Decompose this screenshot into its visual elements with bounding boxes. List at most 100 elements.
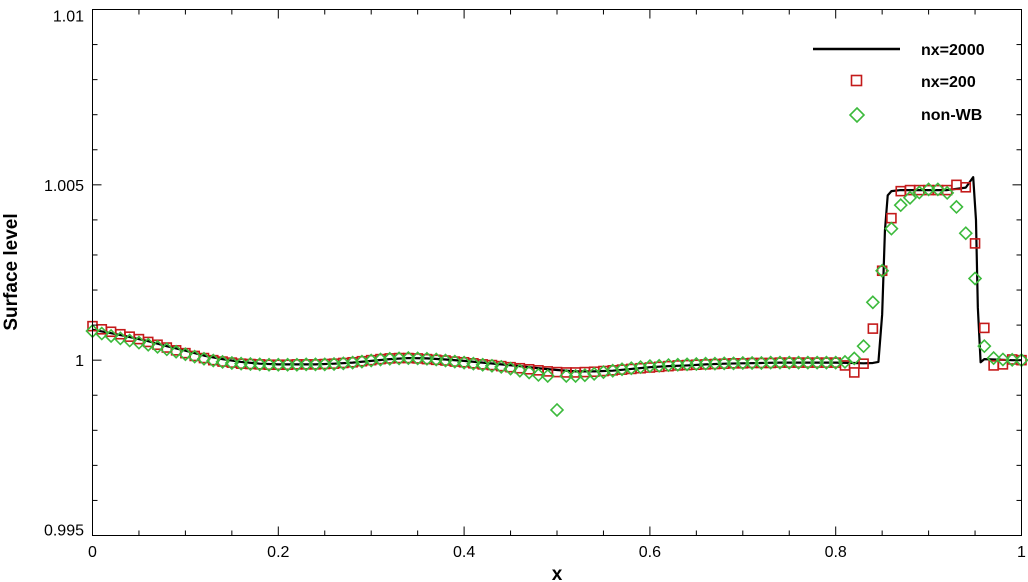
x-tick-label: 1 — [1017, 544, 1026, 561]
diamond-marker — [401, 350, 416, 366]
axis-ticks: 0 0.2 0.4 0.6 0.8 1 0.995 1 1.005 1.01 — [44, 9, 1026, 562]
diamond-marker — [159, 342, 174, 357]
diamond-marker — [698, 356, 713, 371]
square-marker — [867, 323, 879, 334]
y-tick-label: 0.995 — [44, 523, 84, 540]
diamond-marker — [1005, 352, 1020, 367]
diamond-marker — [958, 226, 973, 241]
diamond-marker — [986, 350, 1001, 366]
diamond-marker — [187, 349, 202, 364]
diamond-marker — [224, 355, 239, 371]
diamond-marker — [271, 357, 286, 372]
diamond-marker — [438, 353, 453, 368]
square-marker — [979, 322, 990, 334]
square-marker — [988, 360, 999, 371]
diamond-marker — [261, 357, 277, 372]
diamond-marker — [772, 355, 788, 370]
diamond-marker — [856, 339, 871, 354]
y-tick-label: 1.005 — [44, 178, 84, 195]
x-axis-title: x — [552, 564, 563, 582]
diamond-marker — [484, 358, 500, 373]
diamond-marker — [168, 344, 184, 359]
x-tick-label: 0.4 — [453, 544, 475, 561]
diamond-marker — [410, 351, 425, 366]
diamond-marker — [800, 355, 815, 370]
diamond-marker — [475, 357, 490, 372]
diamond-marker — [540, 368, 555, 384]
diamond-marker — [150, 339, 165, 354]
series-line-1 — [92, 176, 1022, 373]
diamond-marker — [865, 295, 880, 310]
diamond-marker — [122, 333, 137, 348]
legend-swatch-diamond — [848, 106, 866, 124]
diamond-marker — [809, 355, 825, 370]
diamond-marker — [196, 351, 212, 366]
diamond-marker — [940, 185, 955, 201]
x-tick-label: 0.2 — [267, 544, 289, 561]
diamond-marker — [243, 356, 258, 372]
diamond-marker — [791, 355, 806, 370]
diamond-marker — [299, 357, 314, 372]
diamond-marker — [429, 352, 444, 367]
diamond-marker — [94, 326, 109, 341]
square-marker — [839, 360, 851, 371]
y-tick-label: 1 — [75, 353, 84, 370]
square-marker — [969, 238, 981, 249]
diamond-marker — [512, 363, 527, 378]
diamond-marker — [419, 351, 435, 366]
diamond-marker — [763, 355, 778, 370]
diamond-marker — [847, 351, 862, 366]
x-tick-label: 0 — [88, 544, 97, 561]
diamond-marker — [206, 353, 221, 368]
diamond-marker — [893, 198, 908, 213]
diamond-marker — [549, 402, 565, 418]
diamond-marker — [735, 355, 750, 371]
diamond-marker — [131, 335, 147, 350]
diamond-marker — [103, 328, 119, 344]
diamond-marker — [875, 263, 890, 278]
diamond-marker — [113, 331, 128, 346]
diamond-marker — [215, 354, 230, 370]
diamond-marker — [280, 357, 295, 372]
legend: nx=2000 nx=200 non-WB — [813, 42, 985, 124]
x-tick-label: 0.8 — [825, 544, 847, 561]
diamond-marker — [466, 356, 481, 371]
diamond-marker — [503, 361, 518, 376]
diamond-marker — [494, 359, 509, 374]
diamond-marker — [995, 352, 1011, 367]
diamond-marker — [717, 356, 732, 371]
diamond-marker — [921, 182, 936, 197]
diamond-marker — [141, 337, 156, 352]
legend-label-series-3: non-WB — [921, 107, 982, 124]
square-marker — [886, 212, 897, 224]
diamond-marker — [819, 355, 834, 370]
diamond-marker — [252, 357, 267, 372]
diamond-marker — [521, 365, 537, 380]
plot-area — [85, 176, 1028, 418]
diamond-marker — [977, 339, 992, 354]
square-marker — [960, 181, 972, 193]
diamond-marker — [559, 368, 574, 384]
diamond-marker — [967, 271, 983, 286]
x-tick-label: 0.6 — [639, 544, 661, 561]
diamond-marker — [930, 182, 946, 197]
diamond-marker — [531, 367, 546, 383]
diamond-marker — [234, 356, 249, 371]
diamond-marker — [949, 199, 964, 215]
diamond-marker — [308, 357, 323, 372]
legend-swatch-square — [850, 74, 863, 87]
square-marker — [858, 358, 869, 369]
y-axis-title: Surface level — [1, 213, 22, 330]
diamond-marker — [447, 354, 462, 369]
y-tick-label: 1.01 — [53, 9, 84, 26]
legend-label-series-1: nx=2000 — [921, 42, 985, 59]
diamond-marker — [744, 355, 760, 371]
diamond-marker — [782, 355, 797, 370]
square-marker — [876, 265, 888, 277]
plot-frame — [92, 9, 1022, 536]
diamond-marker — [456, 355, 472, 370]
legend-label-series-2: nx=200 — [921, 74, 976, 91]
square-marker — [848, 367, 860, 378]
